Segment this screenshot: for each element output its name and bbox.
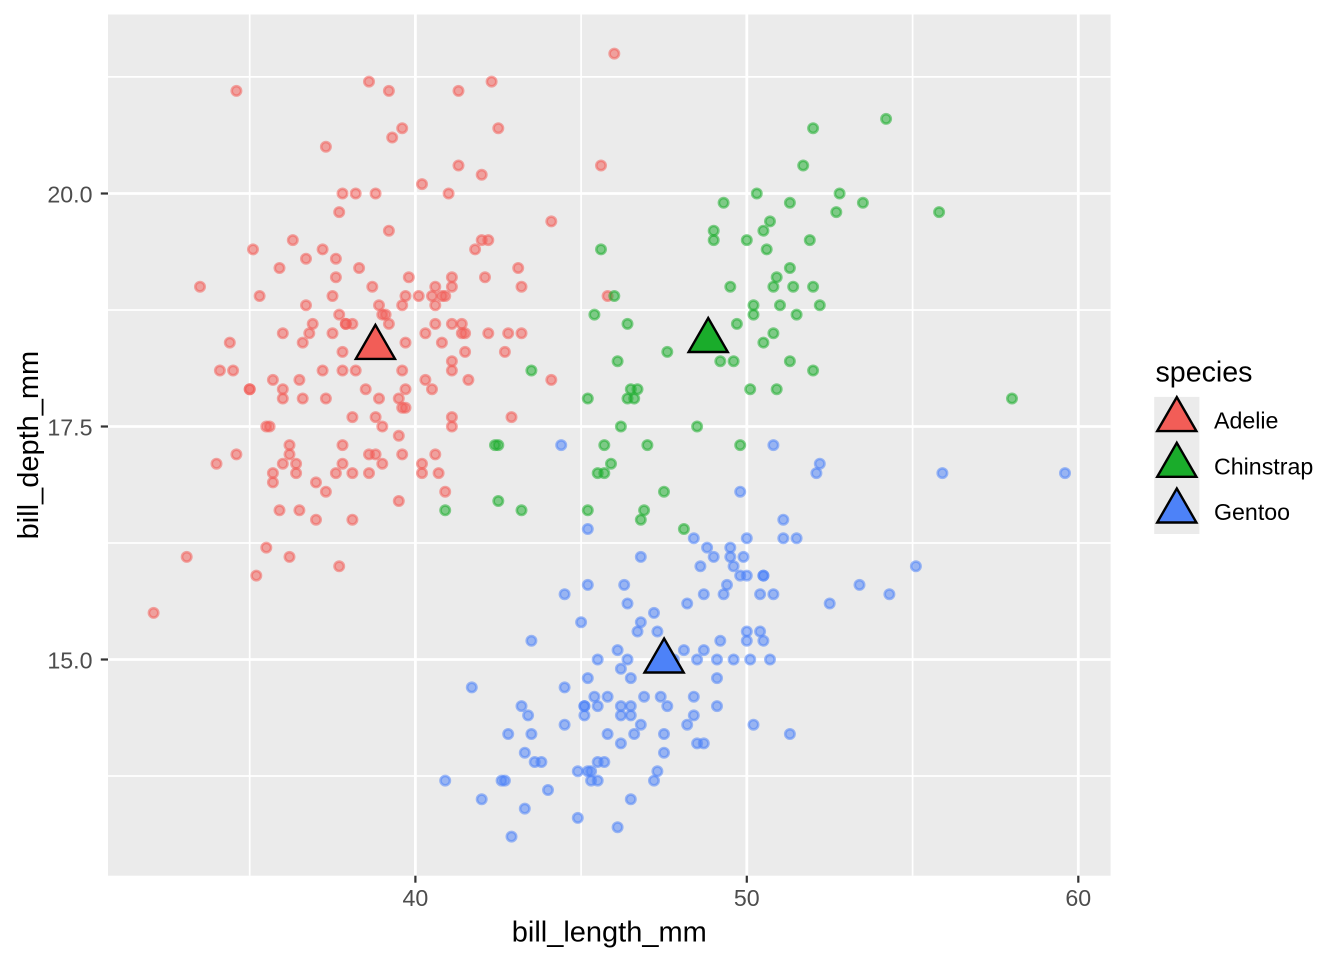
svg-text:species: species: [1156, 357, 1253, 389]
svg-text:15.0: 15.0: [47, 648, 92, 674]
svg-text:Gentoo: Gentoo: [1214, 499, 1290, 525]
svg-text:Chinstrap: Chinstrap: [1214, 453, 1313, 479]
svg-text:bill_length_mm: bill_length_mm: [512, 917, 707, 949]
svg-text:40: 40: [403, 885, 429, 911]
svg-text:50: 50: [734, 885, 760, 911]
svg-text:bill_depth_mm: bill_depth_mm: [13, 351, 45, 540]
svg-text:Adelie: Adelie: [1214, 408, 1278, 434]
svg-text:17.5: 17.5: [47, 415, 92, 441]
svg-text:60: 60: [1065, 885, 1091, 911]
svg-text:20.0: 20.0: [47, 182, 92, 208]
